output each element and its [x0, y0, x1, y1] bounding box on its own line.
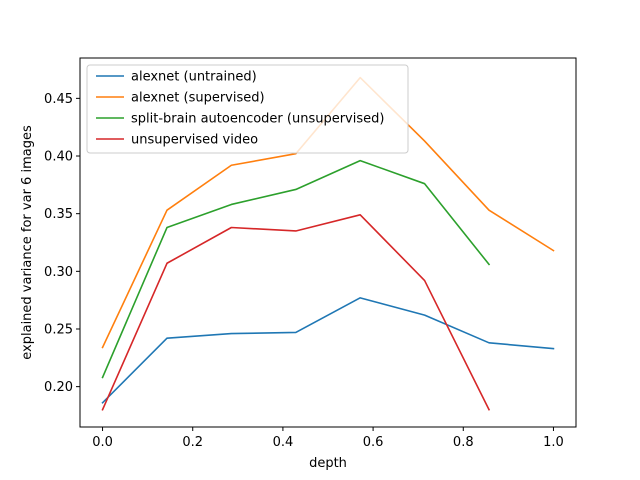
series-line-4 [101, 214, 491, 411]
x-axis-label: depth [309, 456, 347, 471]
legend-box [86, 64, 409, 154]
x-tick-label: 1.0 [543, 435, 564, 450]
x-tick-label: 0.0 [92, 435, 113, 450]
legend: alexnet (untrained) alexnet (supervised) s… [86, 64, 409, 154]
y-tick-label: 0.45 [44, 92, 73, 107]
legend-label: alexnet (supervised) [131, 91, 265, 106]
y-tick-label: 0.35 [44, 207, 73, 222]
legend-label: split-brain autoencoder (unsupervised) [131, 112, 384, 127]
y-tick-label: 0.30 [44, 265, 73, 280]
legend-label: alexnet (untrained) [131, 70, 257, 85]
y-tick-label: 0.20 [44, 380, 73, 395]
series-line-1 [101, 297, 555, 404]
axes-frame [79, 57, 577, 428]
y-tick-label: 0.25 [44, 322, 73, 337]
y-tick-label: 0.40 [44, 150, 73, 165]
series-line-3 [101, 159, 491, 379]
x-tick-label: 0.2 [182, 435, 203, 450]
x-tick-label: 0.8 [453, 435, 474, 450]
axes: 0.0 0.2 0.4 0.6 0.8 1.0 0.20 0.25 0.30 0.35 0.40 0.… [44, 57, 577, 450]
x-tick-label: 0.4 [273, 435, 294, 450]
y-axis-label: explained variance for var 6 images [20, 125, 35, 360]
legend-label: unsupervised video [131, 133, 258, 148]
x-tick-label: 0.6 [363, 435, 384, 450]
